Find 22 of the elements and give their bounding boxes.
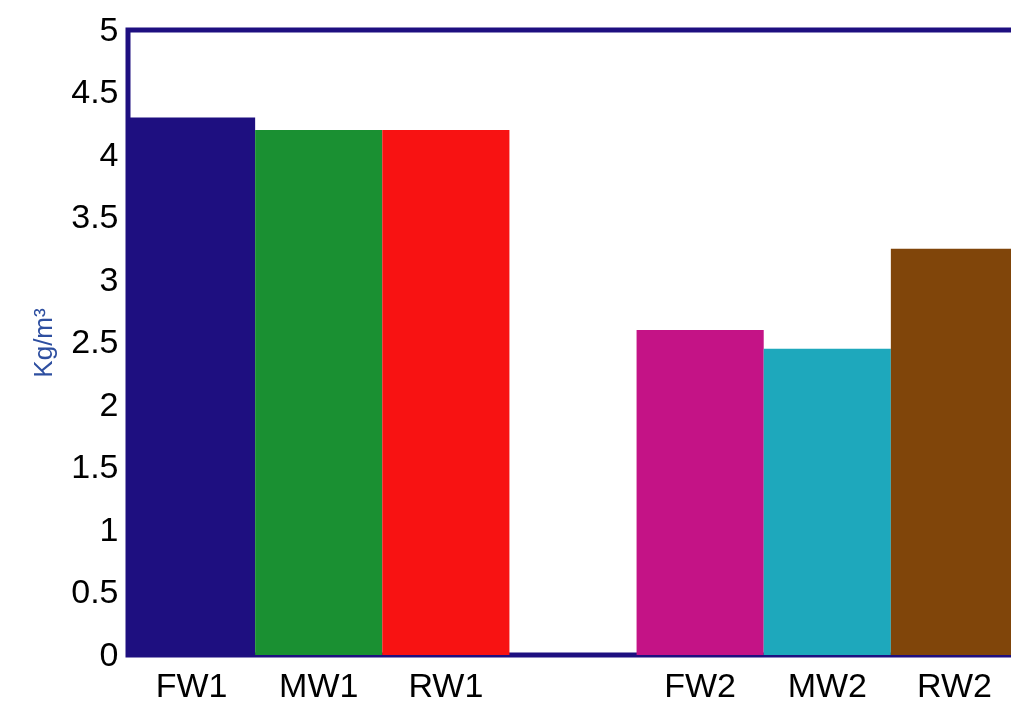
bar xyxy=(255,130,383,655)
y-tick-label: 3 xyxy=(99,259,119,298)
bar xyxy=(636,330,764,655)
y-tick-label: 1.5 xyxy=(71,447,119,485)
x-tick-label: RW1 xyxy=(408,665,484,704)
x-tick-label: FW2 xyxy=(664,665,737,704)
y-tick-label: 5 xyxy=(99,9,119,48)
y-tick-label: 4 xyxy=(99,134,119,173)
x-tick-label: MW1 xyxy=(279,665,359,704)
y-tick-label: 2 xyxy=(99,384,119,423)
y-tick-label: 1 xyxy=(99,509,119,548)
bar xyxy=(382,130,510,655)
y-tick-label: 4.5 xyxy=(71,72,119,110)
x-tick-label: MW2 xyxy=(787,665,867,704)
y-tick-label: 0.5 xyxy=(71,572,119,610)
x-tick-label: RW2 xyxy=(916,665,992,704)
y-tick-label: 0 xyxy=(99,634,119,673)
y-tick-label: 3.5 xyxy=(71,197,119,235)
x-tick-label: FW1 xyxy=(155,665,228,704)
y-tick-label: 2.5 xyxy=(71,322,119,360)
bar xyxy=(128,117,256,655)
y-axis-title: Kg/m³ xyxy=(28,307,59,378)
